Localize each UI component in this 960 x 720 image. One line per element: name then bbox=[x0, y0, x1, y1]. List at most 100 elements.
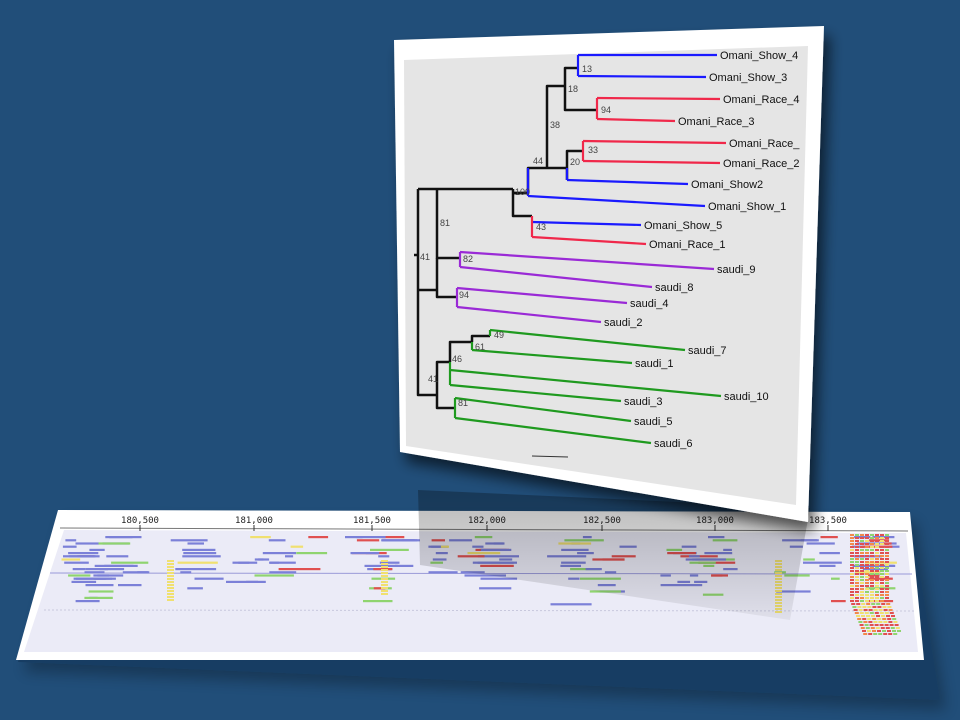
read-bar bbox=[356, 539, 380, 542]
pileup-mark bbox=[868, 621, 873, 623]
read-bar bbox=[258, 558, 270, 561]
pileup-mark bbox=[856, 603, 861, 605]
tree-leaf-label: Omani_Show_5 bbox=[644, 220, 722, 232]
ruler-tick-label: 180,500 bbox=[121, 516, 159, 526]
read-bar bbox=[308, 536, 329, 539]
pileup-mark bbox=[875, 546, 879, 548]
read-bar bbox=[182, 548, 216, 551]
pileup-mark bbox=[850, 600, 854, 602]
pileup-mark bbox=[865, 588, 869, 590]
pileup-mark bbox=[865, 558, 869, 560]
pileup-mark bbox=[880, 555, 884, 557]
pileup-mark bbox=[875, 573, 879, 575]
tree-leaf-branch bbox=[449, 383, 622, 403]
pileup-mark bbox=[880, 579, 884, 581]
pileup-mark bbox=[870, 585, 874, 587]
read-bar bbox=[869, 539, 890, 542]
pileup-mark bbox=[881, 603, 886, 605]
pileup-mark bbox=[860, 552, 864, 554]
tree-backbone bbox=[416, 360, 455, 410]
pileup-mark bbox=[885, 540, 889, 542]
read-bar bbox=[75, 600, 100, 603]
pileup-mark bbox=[893, 621, 898, 623]
pileup-mark bbox=[850, 552, 854, 554]
pileup-mark bbox=[875, 600, 879, 602]
pileup-mark bbox=[870, 543, 874, 545]
pileup-mark bbox=[167, 590, 174, 592]
pileup-mark bbox=[897, 630, 901, 632]
pileup-mark bbox=[865, 600, 869, 602]
pileup-mark bbox=[855, 573, 859, 575]
pileup-mark bbox=[875, 588, 879, 590]
pileup-mark bbox=[850, 594, 854, 596]
read-bar bbox=[464, 574, 506, 577]
pileup-mark bbox=[875, 543, 879, 545]
pileup-mark bbox=[870, 549, 874, 551]
pileup-mark bbox=[873, 609, 878, 611]
pileup-mark bbox=[865, 552, 869, 554]
pileup-mark bbox=[880, 540, 884, 542]
pileup-mark bbox=[855, 543, 859, 545]
pileup-mark bbox=[885, 534, 889, 536]
pileup-mark bbox=[870, 534, 874, 536]
pileup-mark bbox=[863, 633, 868, 635]
pileup-mark bbox=[892, 630, 896, 632]
read-bar bbox=[803, 558, 815, 561]
pileup-mark bbox=[855, 579, 859, 581]
pileup-mark bbox=[880, 561, 884, 563]
read-bar bbox=[98, 542, 131, 545]
tree-leaf-branch bbox=[582, 159, 721, 165]
pileup-mark bbox=[873, 621, 878, 623]
pileup-mark bbox=[880, 534, 884, 536]
pileup-mark bbox=[860, 546, 864, 548]
pileup-mark bbox=[880, 600, 884, 602]
read-bar bbox=[93, 577, 116, 580]
pileup-mark bbox=[885, 570, 889, 572]
pileup-mark bbox=[872, 606, 877, 608]
read-bar bbox=[290, 545, 304, 548]
read-bar bbox=[250, 536, 271, 539]
pileup-mark bbox=[885, 552, 889, 554]
pileup-mark bbox=[860, 561, 864, 563]
read-bar bbox=[187, 542, 204, 545]
pileup-mark bbox=[865, 555, 869, 557]
pileup-mark bbox=[864, 624, 869, 626]
pileup-mark bbox=[850, 543, 854, 545]
pileup-mark bbox=[885, 591, 889, 593]
pileup-mark bbox=[875, 579, 879, 581]
pileup-mark bbox=[865, 597, 869, 599]
pileup-mark bbox=[887, 606, 892, 608]
read-bar bbox=[85, 568, 109, 571]
read-bar bbox=[89, 548, 105, 551]
pileup-mark bbox=[868, 633, 873, 635]
read-bar bbox=[831, 577, 840, 580]
bootstrap-value: 82 bbox=[463, 254, 473, 264]
bootstrap-value: 20 bbox=[570, 157, 580, 167]
pileup-mark bbox=[855, 564, 859, 566]
phylogenetic-tree: Omani_Show_4 Omani_Show_3 Omani_Race_4 Oman… bbox=[414, 50, 800, 450]
read-bar bbox=[183, 552, 217, 555]
pileup-mark bbox=[381, 569, 388, 571]
read-bar bbox=[232, 561, 258, 564]
pileup-mark bbox=[858, 609, 863, 611]
read-bar bbox=[868, 577, 893, 580]
pileup-mark bbox=[167, 572, 174, 574]
pileup-mark bbox=[855, 570, 859, 572]
read-bar bbox=[381, 536, 405, 539]
pileup-mark bbox=[865, 591, 869, 593]
pileup-mark bbox=[884, 612, 889, 614]
pileup-mark bbox=[863, 609, 868, 611]
tree-leaf-label: saudi_4 bbox=[630, 298, 669, 310]
pileup-mark bbox=[860, 579, 864, 581]
pileup-mark bbox=[883, 633, 888, 635]
pileup-mark bbox=[870, 552, 874, 554]
pileup-mark bbox=[860, 594, 864, 596]
pileup-mark bbox=[885, 573, 889, 575]
pileup-mark bbox=[854, 612, 859, 614]
pileup-mark bbox=[850, 570, 854, 572]
read-bar bbox=[68, 552, 99, 555]
pileup-mark bbox=[855, 588, 859, 590]
pileup-mark bbox=[880, 552, 884, 554]
read-bar bbox=[75, 542, 99, 545]
pileup-mark bbox=[857, 618, 862, 620]
